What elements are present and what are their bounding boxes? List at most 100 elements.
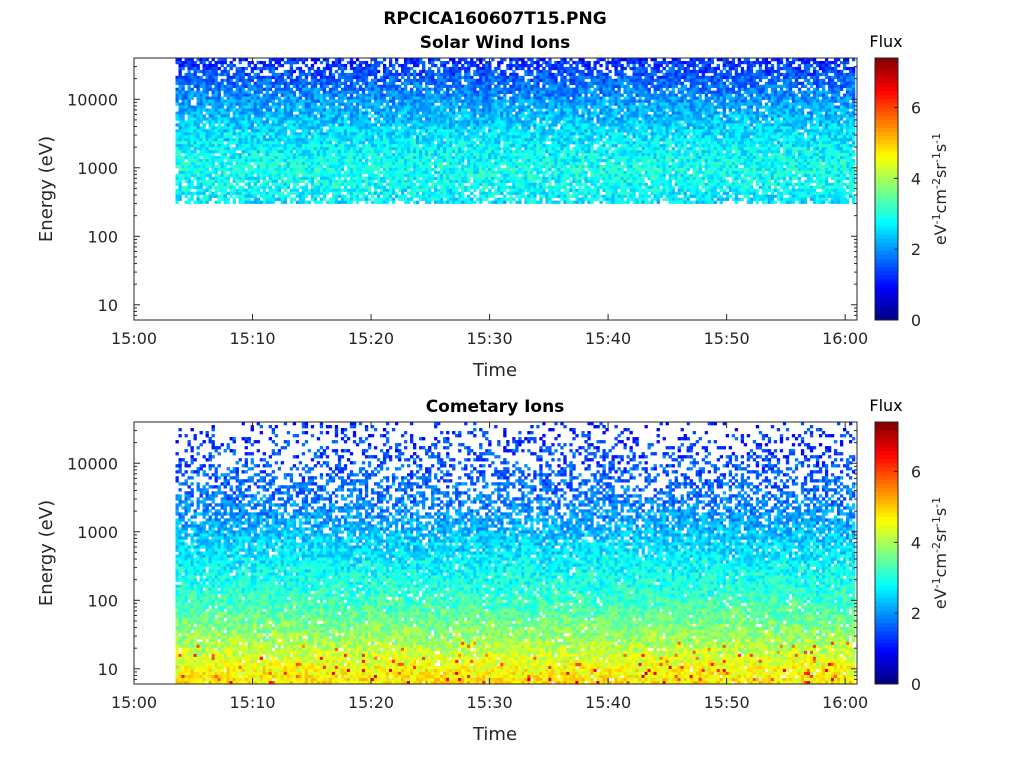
heatmap-cell	[404, 120, 407, 123]
heatmap-cell	[392, 106, 395, 109]
heatmap-cell	[185, 94, 188, 97]
heatmap-cell	[419, 73, 422, 76]
heatmap-cell	[338, 117, 341, 120]
heatmap-cell	[350, 117, 353, 120]
heatmap-cell	[518, 117, 521, 120]
heatmap-cell	[359, 126, 362, 129]
heatmap-cell	[329, 117, 332, 120]
heatmap-cell	[380, 94, 383, 97]
heatmap-cell	[780, 94, 783, 97]
heatmap-cell	[831, 91, 834, 94]
heatmap-cell	[654, 109, 657, 112]
heatmap-cell	[593, 123, 596, 126]
heatmap-cell	[747, 70, 750, 73]
heatmap-cell	[575, 88, 578, 91]
heatmap-cell	[269, 111, 272, 114]
heatmap-cell	[359, 94, 362, 97]
heatmap-cell	[705, 91, 708, 94]
heatmap-cell	[663, 67, 666, 70]
heatmap-cell	[551, 67, 554, 70]
heatmap-cell	[404, 88, 407, 91]
heatmap-cell	[506, 106, 509, 109]
heatmap-cell	[572, 120, 575, 123]
heatmap-cell	[614, 109, 617, 112]
heatmap-cell	[626, 91, 629, 94]
heatmap-cell	[626, 88, 629, 91]
heatmap-cell	[428, 132, 431, 135]
heatmap-cell	[317, 100, 320, 103]
heatmap-cell	[224, 85, 227, 88]
heatmap-cell	[822, 64, 825, 67]
heatmap-cell	[747, 103, 750, 106]
heatmap-cell	[227, 85, 230, 88]
heatmap-cell	[254, 88, 257, 91]
heatmap-cell	[611, 123, 614, 126]
heatmap-cell	[272, 82, 275, 85]
heatmap-cell	[392, 120, 395, 123]
heatmap-cell	[732, 123, 735, 126]
heatmap-cell	[323, 73, 326, 76]
heatmap-cell	[849, 94, 852, 97]
heatmap-cell	[681, 82, 684, 85]
heatmap-cell	[254, 109, 257, 112]
heatmap-cell	[416, 111, 419, 114]
heatmap-cell	[786, 73, 789, 76]
heatmap-cell	[284, 114, 287, 117]
heatmap-cell	[623, 88, 626, 91]
heatmap-cell	[596, 100, 599, 103]
heatmap-cell	[458, 126, 461, 129]
heatmap-cell	[341, 76, 344, 79]
heatmap-cell	[353, 73, 356, 76]
heatmap-cell	[810, 97, 813, 100]
heatmap-cell	[801, 106, 804, 109]
heatmap-cell	[783, 82, 786, 85]
heatmap-cell	[563, 91, 566, 94]
heatmap-cell	[599, 100, 602, 103]
heatmap-cell	[272, 70, 275, 73]
heatmap-cell	[545, 82, 548, 85]
heatmap-cell	[464, 94, 467, 97]
heatmap-cell	[332, 97, 335, 100]
heatmap-cell	[473, 120, 476, 123]
heatmap-cell	[825, 73, 828, 76]
heatmap-cell	[759, 106, 762, 109]
heatmap-cell	[846, 126, 849, 129]
heatmap-cell	[834, 97, 837, 100]
heatmap-cell	[720, 70, 723, 73]
heatmap-cell	[819, 129, 822, 132]
heatmap-cell	[726, 103, 729, 106]
heatmap-cell	[593, 97, 596, 100]
heatmap-cell	[563, 70, 566, 73]
heatmap-cell	[660, 114, 663, 117]
heatmap-cell	[792, 117, 795, 120]
heatmap-cell	[446, 94, 449, 97]
heatmap-cell	[344, 79, 347, 82]
heatmap-cell	[431, 120, 434, 123]
heatmap-cell	[744, 114, 747, 117]
heatmap-cell	[245, 97, 248, 100]
heatmap-cell	[230, 64, 233, 67]
heatmap-cell	[350, 120, 353, 123]
heatmap-cell	[678, 126, 681, 129]
heatmap-cell	[416, 114, 419, 117]
heatmap-cell	[230, 91, 233, 94]
heatmap-cell	[374, 94, 377, 97]
heatmap-cell	[431, 79, 434, 82]
heatmap-cell	[524, 97, 527, 100]
heatmap-cell	[648, 76, 651, 79]
heatmap-cell	[191, 94, 194, 97]
heatmap-cell	[663, 91, 666, 94]
heatmap-cell	[443, 114, 446, 117]
heatmap-cell	[470, 79, 473, 82]
heatmap-cell	[593, 61, 596, 64]
heatmap-cell	[735, 64, 738, 67]
heatmap-cell	[623, 111, 626, 114]
heatmap-cell	[536, 70, 539, 73]
heatmap-cell	[248, 64, 251, 67]
heatmap-cell	[323, 76, 326, 79]
heatmap-cell	[299, 114, 302, 117]
heatmap-cell	[476, 100, 479, 103]
heatmap-cell	[590, 82, 593, 85]
heatmap-cell	[816, 109, 819, 112]
heatmap-cell	[188, 129, 191, 132]
